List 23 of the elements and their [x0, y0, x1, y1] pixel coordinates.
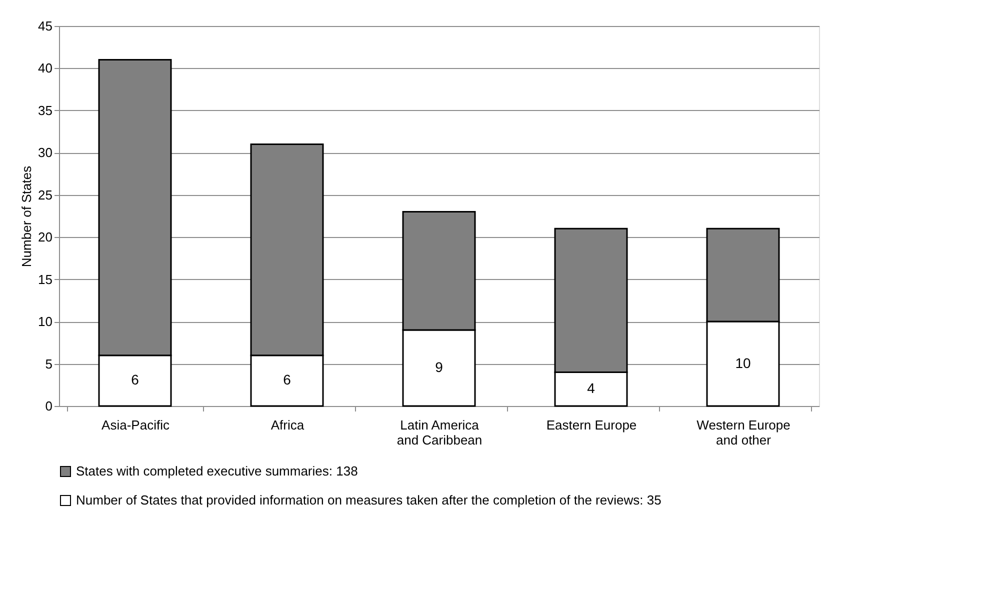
y-tick-label: 25 [38, 187, 52, 202]
x-tick-label: Latin America and Caribbean [396, 418, 482, 448]
x-tick-label: Eastern Europe [546, 418, 637, 432]
x-tick-label: Africa [270, 418, 305, 432]
y-tick-label: 30 [38, 145, 52, 160]
data-label: 6 [131, 372, 140, 388]
y-tick-label: 15 [38, 272, 52, 287]
x-tick-label: Western Europe and other [696, 418, 790, 448]
data-label: 4 [587, 380, 596, 396]
data-label: 9 [435, 359, 444, 375]
legend-label: States with completed executive summaries: 138 [76, 464, 358, 478]
data-label: 10 [735, 354, 751, 371]
y-axis-title: Number of States [19, 165, 34, 268]
y-tick-label: 35 [38, 102, 52, 118]
y-tick-label: 45 [38, 18, 52, 34]
y-tick-label: 5 [45, 356, 52, 372]
y-tick-label: 0 [45, 398, 52, 414]
x-tick-label: Asia-Pacific [102, 418, 170, 432]
legend-label: Number of States that provided information on measures taken after the completion of the reviews: 35 [76, 492, 662, 508]
y-tick-label: 10 [38, 314, 52, 330]
y-tick-label: 20 [38, 230, 52, 245]
y-tick-label: 40 [38, 60, 52, 76]
data-label: 6 [283, 372, 292, 388]
